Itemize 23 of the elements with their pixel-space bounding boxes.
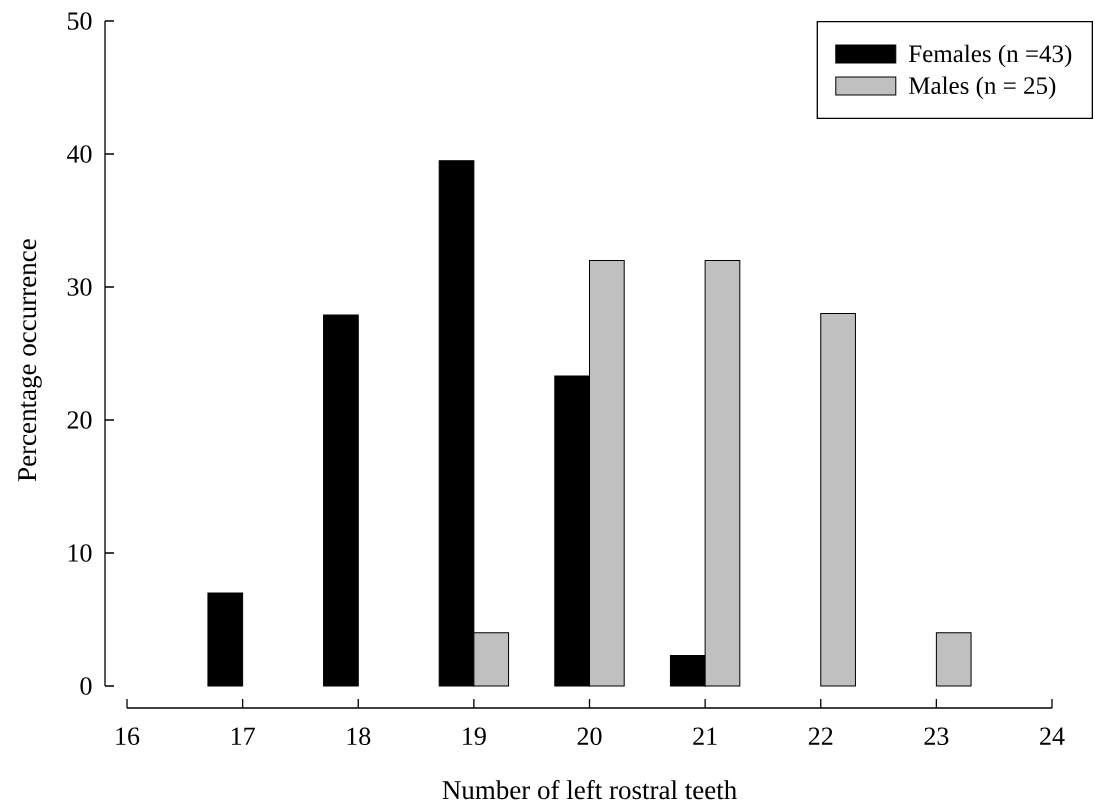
y-tick-label: 50 (67, 12, 92, 30)
legend-label: Females (n =43) (909, 44, 1072, 68)
x-tick-label: 16 (116, 727, 140, 745)
x-tick-label: 19 (463, 727, 486, 745)
legend-label: Males (n = 25) (909, 76, 1056, 100)
bar (820, 313, 856, 687)
x-tick-label: 22 (808, 727, 833, 745)
x-tick-label: 20 (577, 727, 602, 746)
bar (935, 632, 972, 687)
y-tick-label: 10 (68, 544, 92, 562)
y-tick-label: 30 (67, 278, 92, 296)
y-tick-label: 0 (80, 677, 92, 695)
x-tick-label: 18 (347, 727, 371, 746)
x-axis-title: Number of left rostral teeth (442, 779, 737, 800)
y-tick-label: 40 (66, 145, 92, 163)
bar (323, 314, 359, 687)
x-tick-label: 17 (231, 727, 255, 745)
y-axis-title: Percentage occurrence (18, 239, 42, 482)
y-tick-label: 20 (67, 411, 92, 429)
x-tick-label: 23 (924, 727, 949, 745)
bar (207, 592, 244, 687)
x-tick-label: 21 (693, 727, 717, 745)
x-tick-label: 24 (1040, 727, 1065, 745)
